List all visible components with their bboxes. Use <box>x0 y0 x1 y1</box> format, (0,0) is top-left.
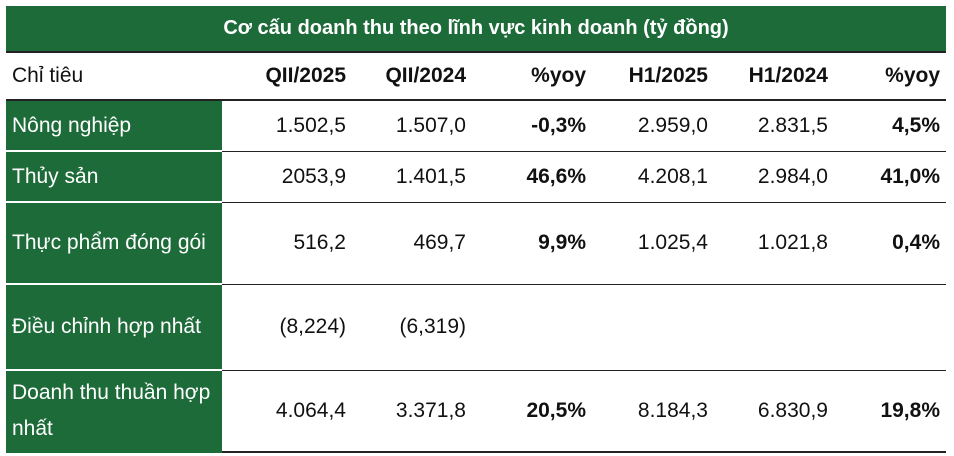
data-table: Chỉ tiêu QII/2025 QII/2024 %yoy H1/2025 … <box>6 53 946 453</box>
cell-h1-2024: 2.831,5 <box>714 100 834 152</box>
cell-q2-2024: (6,319) <box>352 284 472 371</box>
cell-h1-2024: 1.021,8 <box>714 202 834 285</box>
col-header-h1-2025: H1/2025 <box>592 53 714 101</box>
col-header-q2-2025: QII/2025 <box>222 53 352 101</box>
cell-h1-2024: 6.830,9 <box>714 370 834 453</box>
table-row: Thực phẩm đóng gói 516,2 469,7 9,9% 1.02… <box>6 202 946 285</box>
cell-yoy-q <box>472 284 592 371</box>
table-title: Cơ cấu doanh thu theo lĩnh vực kinh doan… <box>6 6 946 53</box>
cell-yoy-q: -0,3% <box>472 100 592 152</box>
row-label: Nông nghiệp <box>6 100 222 152</box>
cell-h1-2025 <box>592 284 714 371</box>
cell-q2-2025: (8,224) <box>222 284 352 371</box>
cell-yoy-h1: 19,8% <box>834 370 946 453</box>
table-row: Doanh thu thuần hợp nhất 4.064,4 3.371,8… <box>6 370 946 453</box>
row-label: Thủy sản <box>6 151 222 203</box>
cell-yoy-h1: 41,0% <box>834 151 946 203</box>
cell-h1-2024: 2.984,0 <box>714 151 834 203</box>
cell-q2-2025: 516,2 <box>222 202 352 285</box>
row-label: Doanh thu thuần hợp nhất <box>6 370 222 453</box>
col-header-q2-2024: QII/2024 <box>352 53 472 101</box>
cell-h1-2025: 1.025,4 <box>592 202 714 285</box>
cell-q2-2024: 3.371,8 <box>352 370 472 453</box>
col-header-indicator: Chỉ tiêu <box>6 53 222 101</box>
cell-q2-2024: 1.507,0 <box>352 100 472 152</box>
cell-h1-2024 <box>714 284 834 371</box>
col-header-h1-2024: H1/2024 <box>714 53 834 101</box>
col-header-yoy-h1: %yoy <box>834 53 946 101</box>
cell-q2-2025: 1.502,5 <box>222 100 352 152</box>
cell-yoy-h1: 4,5% <box>834 100 946 152</box>
cell-h1-2025: 8.184,3 <box>592 370 714 453</box>
cell-yoy-h1: 0,4% <box>834 202 946 285</box>
cell-yoy-h1 <box>834 284 946 371</box>
revenue-structure-table: Cơ cấu doanh thu theo lĩnh vực kinh doan… <box>6 6 946 453</box>
table-row: Điều chỉnh hợp nhất (8,224) (6,319) <box>6 284 946 371</box>
header-row: Chỉ tiêu QII/2025 QII/2024 %yoy H1/2025 … <box>6 53 946 101</box>
row-label: Điều chỉnh hợp nhất <box>6 284 222 371</box>
cell-q2-2024: 469,7 <box>352 202 472 285</box>
cell-h1-2025: 4.208,1 <box>592 151 714 203</box>
cell-q2-2025: 2053,9 <box>222 151 352 203</box>
cell-q2-2024: 1.401,5 <box>352 151 472 203</box>
cell-yoy-q: 46,6% <box>472 151 592 203</box>
col-header-yoy-q: %yoy <box>472 53 592 101</box>
cell-q2-2025: 4.064,4 <box>222 370 352 453</box>
table-row: Nông nghiệp 1.502,5 1.507,0 -0,3% 2.959,… <box>6 100 946 152</box>
cell-h1-2025: 2.959,0 <box>592 100 714 152</box>
table-row: Thủy sản 2053,9 1.401,5 46,6% 4.208,1 2.… <box>6 151 946 203</box>
row-label: Thực phẩm đóng gói <box>6 202 222 285</box>
cell-yoy-q: 20,5% <box>472 370 592 453</box>
cell-yoy-q: 9,9% <box>472 202 592 285</box>
